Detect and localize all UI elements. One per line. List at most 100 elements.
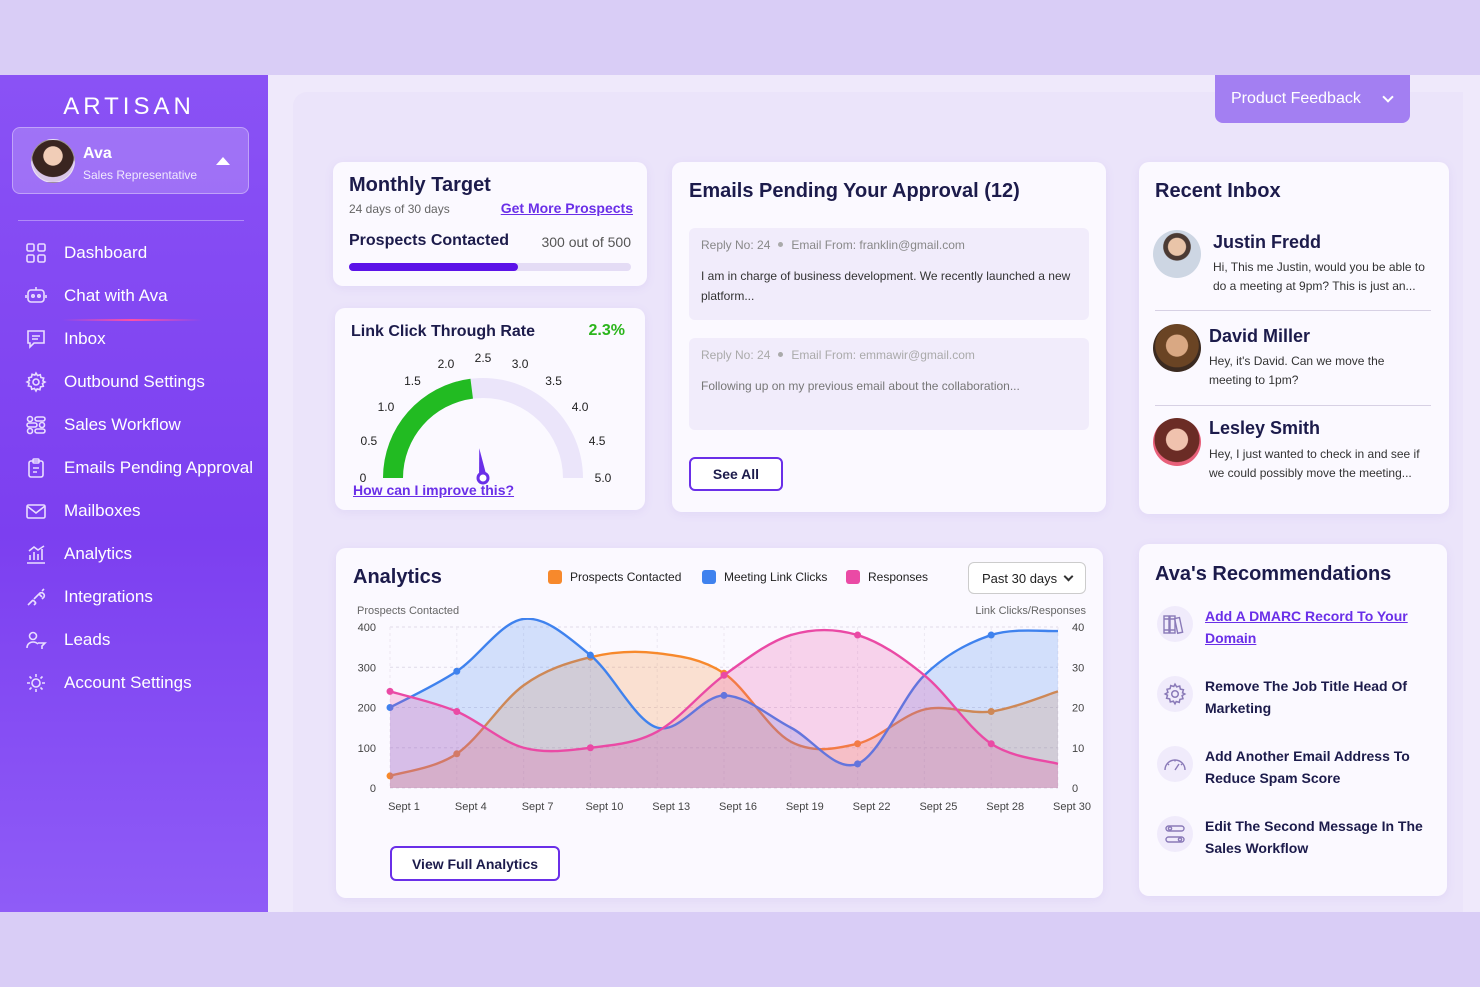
y2-tick-label: 20 xyxy=(1072,703,1084,715)
data-point xyxy=(386,772,394,780)
reply-number: Reply No: 24 xyxy=(701,348,771,362)
product-feedback-button[interactable]: Product Feedback xyxy=(1215,75,1410,123)
x-tick-label: Sept 13 xyxy=(652,801,690,813)
email-meta: Reply No: 24 Email From: emmawir@gmail.co… xyxy=(701,348,975,362)
avatar xyxy=(31,139,75,183)
email-preview: I am in charge of business development. … xyxy=(701,269,1071,303)
right-axis-title: Link Clicks/Responses xyxy=(975,605,1086,617)
recommendation-text: Add Another Email Address To Reduce Spam… xyxy=(1205,748,1410,786)
backdrop xyxy=(0,912,1480,987)
sidebar-item-sales-workflow[interactable]: Sales Workflow xyxy=(0,405,268,445)
grid-icon xyxy=(26,243,46,263)
sidebar-item-label: Emails Pending Approval xyxy=(64,458,254,477)
inbox-message[interactable]: Justin Fredd Hi, This me Justin, would y… xyxy=(1153,230,1433,310)
y2-tick-label: 10 xyxy=(1072,743,1084,755)
x-tick-label: Sept 22 xyxy=(853,801,891,813)
gauge-tick-label: 3.5 xyxy=(545,373,562,388)
inbox-message[interactable]: Lesley Smith Hey, I just wanted to check… xyxy=(1153,418,1433,498)
pending-email-item[interactable]: Reply No: 24 Email From: emmawir@gmail.co… xyxy=(689,338,1089,430)
sidebar-item-account-settings[interactable]: Account Settings xyxy=(0,663,268,703)
legend-item-prospects: Prospects Contacted xyxy=(548,570,681,584)
email-meta: Reply No: 24 Email From: franklin@gmail.c… xyxy=(701,238,965,252)
chat-bot-icon xyxy=(25,287,47,303)
sidebar-item-label: Dashboard xyxy=(64,243,148,262)
improve-ctr-link[interactable]: How can I improve this? xyxy=(353,482,515,498)
x-tick-label: Sept 25 xyxy=(919,801,957,813)
gauge-fill xyxy=(383,378,473,478)
x-tick-label: Sept 28 xyxy=(986,801,1024,813)
inbox-message[interactable]: David Miller Hey, it's David. Can we mov… xyxy=(1153,324,1433,404)
gauge-tick-label: 0.5 xyxy=(360,433,378,448)
view-full-analytics-button[interactable]: View Full Analytics xyxy=(390,846,560,881)
x-tick-label: Sept 4 xyxy=(455,801,487,813)
data-point xyxy=(453,708,461,716)
sidebar-item-outbound-settings[interactable]: Outbound Settings xyxy=(0,362,268,402)
data-point xyxy=(854,740,862,748)
reply-number: Reply No: 24 xyxy=(701,238,771,252)
user-gear-icon xyxy=(27,674,45,692)
divider xyxy=(1155,405,1431,406)
pending-email-item[interactable]: Reply No: 24 Email From: franklin@gmail.c… xyxy=(689,228,1089,320)
user-profile-card[interactable]: Ava Sales Representative xyxy=(12,127,249,194)
legend-item-responses: Responses xyxy=(846,570,928,584)
legend-item-clicks: Meeting Link Clicks xyxy=(702,570,827,584)
message-preview: Hey, it's David. Can we move the meeting… xyxy=(1209,354,1385,387)
data-point xyxy=(586,744,594,752)
analytics-chart: 0 100 200 300 400 0 10 20 30 40 Sept 1 Sept 4 Sept 7… xyxy=(358,618,1091,813)
sidebar-item-dashboard[interactable]: Dashboard xyxy=(0,233,268,273)
x-tick-label: Sept 7 xyxy=(522,801,554,813)
sidebar-item-label: Analytics xyxy=(64,544,133,563)
see-all-button[interactable]: See All xyxy=(689,457,783,491)
recommendation-item[interactable]: Add Another Email Address To Reduce Spam… xyxy=(1157,746,1437,796)
recommendation-item[interactable]: Add A DMARC Record To Your Domain xyxy=(1157,606,1437,656)
series-area xyxy=(390,618,1058,788)
sidebar-item-inbox[interactable]: Inbox xyxy=(0,319,268,359)
get-more-prospects-link[interactable]: Get More Prospects xyxy=(500,200,633,216)
y-tick-label: 400 xyxy=(358,622,376,634)
sidebar-item-mailboxes[interactable]: Mailboxes xyxy=(0,491,268,531)
card-title: Analytics xyxy=(353,566,442,588)
divider xyxy=(1155,310,1431,311)
message-preview: Hey, I just wanted to check in and see i… xyxy=(1209,447,1420,480)
recommendation-text: Edit The Second Message In The Sales Wor… xyxy=(1205,818,1423,856)
gauge-tick-label: 4.0 xyxy=(571,400,589,415)
mail-icon xyxy=(26,504,46,519)
y2-tick-label: 30 xyxy=(1072,662,1084,674)
data-point xyxy=(987,631,995,639)
ctr-value: 2.3% xyxy=(588,322,625,339)
gauge-tick-label: 2.5 xyxy=(474,351,492,365)
progress-bar xyxy=(349,263,631,271)
sidebar-item-label: Mailboxes xyxy=(64,501,141,520)
puzzle-icon xyxy=(27,588,46,606)
progress-fill xyxy=(349,263,519,271)
legend-label: Responses xyxy=(868,570,929,584)
sidebar-item-integrations[interactable]: Integrations xyxy=(0,577,268,617)
series-area xyxy=(390,630,1058,788)
sidebar-item-analytics[interactable]: Analytics xyxy=(0,534,268,574)
recommendation-item[interactable]: Remove The Job Title Head Of Marketing xyxy=(1157,676,1437,726)
x-tick-label: Sept 1 xyxy=(388,801,420,813)
recent-inbox-card: Recent Inbox Justin Fredd Hi, This me Ju… xyxy=(1139,162,1449,514)
recommendation-item[interactable]: Edit The Second Message In The Sales Wor… xyxy=(1157,816,1437,866)
card-title: Recent Inbox xyxy=(1155,180,1281,202)
sidebar-item-leads[interactable]: Leads xyxy=(0,620,268,660)
brand-logo: ARTISAN xyxy=(63,93,195,120)
recommendation-text[interactable]: Add A DMARC Record To Your Domain xyxy=(1205,608,1408,646)
sender-name: Justin Fredd xyxy=(1213,232,1322,252)
caret-up-icon[interactable] xyxy=(216,157,230,165)
sidebar-item-label: Outbound Settings xyxy=(64,372,205,391)
sidebar-divider xyxy=(18,220,244,221)
gauge-tick-label: 1.5 xyxy=(404,373,421,388)
gauge-tick-label: 2.0 xyxy=(437,356,455,371)
gauge-tick-label: 1.0 xyxy=(377,400,395,415)
card-title: Link Click Through Rate xyxy=(351,323,536,340)
y2-tick-label: 0 xyxy=(1072,783,1078,795)
email-preview: Following up on my previous email about … xyxy=(701,379,1020,393)
gauge-tick-label: 0 xyxy=(359,471,367,485)
sidebar-item-emails-pending-approval[interactable]: Emails Pending Approval xyxy=(0,448,268,488)
sidebar-item-chat-with-ava[interactable]: Chat with Ava xyxy=(0,276,268,316)
monthly-target-card: Monthly Target 24 days of 30 days Get Mo… xyxy=(333,162,647,286)
date-range-select[interactable]: Past 30 days xyxy=(968,562,1086,594)
data-point xyxy=(854,631,862,639)
card-title: Ava's Recommendations xyxy=(1155,563,1392,585)
